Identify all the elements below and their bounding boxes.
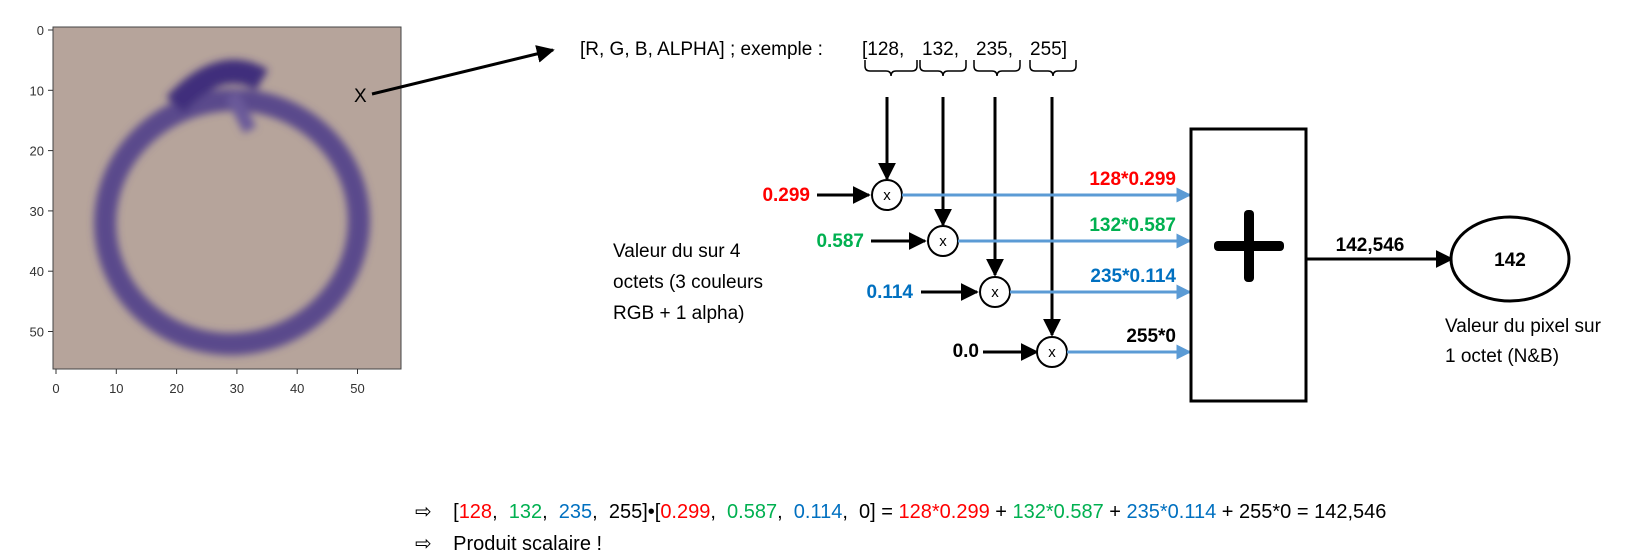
side-note-line-1: Valeur du sur 4 <box>613 241 741 262</box>
x-tick-label: 0 <box>52 381 59 396</box>
svg-text:x: x <box>1048 344 1056 361</box>
value-feed-arrows <box>878 97 1061 337</box>
formula-segment: 0.299 <box>660 501 711 523</box>
y-tick-label: 10 <box>30 83 44 98</box>
y-tick-label: 50 <box>30 325 44 340</box>
formula-expression: [128, 132, 235, 255]•[0.299, 0.587, 0.11… <box>453 501 1386 523</box>
multiplier-b: x <box>979 276 1011 308</box>
x-tick-label: 40 <box>290 381 304 396</box>
formula-segment: , 0] = <box>842 501 899 523</box>
side-note-line-3: RGB + 1 alpha) <box>613 303 745 324</box>
formula-segment: , <box>710 501 728 523</box>
dot-product-caption: ⇨ Produit scalaire ! <box>404 508 602 556</box>
product-r: 128*0.299 <box>1089 169 1176 190</box>
x-tick-label: 50 <box>350 381 364 396</box>
y-tick-label: 20 <box>30 144 44 159</box>
product-b: 235*0.114 <box>1090 266 1176 287</box>
side-note-line-2: octets (3 couleurs <box>613 272 763 293</box>
result-note-line-2: 1 octet (N&B) <box>1445 346 1559 367</box>
rgba-value-b: 235, <box>976 39 1013 60</box>
result-node <box>1449 215 1571 303</box>
y-tick-label: 0 <box>37 23 44 38</box>
formula-segment: 235 <box>558 501 593 523</box>
rgba-value-a: 255] <box>1030 39 1067 60</box>
formula-segment: , <box>492 501 509 523</box>
pixel-pointer-arrow <box>371 45 555 96</box>
arrow-icon: ⇨ <box>415 499 432 523</box>
formula-segment: 128*0.299 <box>898 501 990 523</box>
multiplier-alpha: x <box>1036 336 1068 368</box>
formula-segment: , <box>777 501 794 523</box>
coefficient-arrows <box>817 186 1039 361</box>
x-tick-label: 30 <box>230 381 244 396</box>
rgba-value-r: [128, <box>862 39 904 60</box>
x-tick-label: 20 <box>169 381 183 396</box>
result-value: 142 <box>1494 250 1526 271</box>
sum-value: 142,546 <box>1336 235 1405 256</box>
y-tick-label: 40 <box>30 264 44 279</box>
diagram-canvas: 0 10 20 30 40 50 0 10 20 30 40 50 X [R, G, B, ALPH… <box>30 23 1602 403</box>
coefficient-b: 0.114 <box>867 282 914 303</box>
coefficient-g: 0.587 <box>816 231 864 252</box>
product-wires <box>902 187 1192 360</box>
formula-segment: + 255*0 = 142,546 <box>1216 501 1387 523</box>
arrow-icon: ⇨ <box>415 531 432 555</box>
product-g: 132*0.587 <box>1089 215 1176 236</box>
formula-segment: 128 <box>458 501 493 523</box>
y-axis-ticks: 0 10 20 30 40 50 <box>30 23 53 340</box>
svg-text:x: x <box>939 233 947 250</box>
formula-segment: 132 <box>508 501 543 523</box>
product-alpha: 255*0 <box>1126 326 1176 347</box>
formula-caption: Produit scalaire ! <box>453 533 603 555</box>
formula-segment: 0.587 <box>727 501 778 523</box>
x-tick-label: 10 <box>109 381 123 396</box>
digit-stroke <box>94 59 370 356</box>
coefficient-r: 0.299 <box>762 185 810 206</box>
formula-segment: [ <box>453 501 459 523</box>
dot-product-formula: ⇨ [128, 132, 235, 255]•[0.299, 0.587, 0.1… <box>404 476 1386 524</box>
value-braces <box>864 60 1077 77</box>
y-tick-label: 30 <box>30 204 44 219</box>
formula-segment: , 255]•[ <box>592 501 661 523</box>
rgba-prefix: [R, G, B, ALPHA] ; exemple : <box>580 39 823 60</box>
rgba-value-g: 132, <box>922 39 959 60</box>
x-axis-ticks: 0 10 20 30 40 50 <box>52 369 365 396</box>
formula-segment: 0.114 <box>793 501 843 523</box>
result-note-line-1: Valeur du pixel sur <box>1445 316 1602 337</box>
formula-segment: , <box>542 501 559 523</box>
plus-icon <box>1214 210 1284 282</box>
svg-text:x: x <box>883 187 891 204</box>
multiplier-g: x <box>927 225 959 257</box>
formula-segment: + <box>1103 501 1127 523</box>
formula-segment: 132*0.587 <box>1012 501 1104 523</box>
formula-segment: + <box>989 501 1013 523</box>
coefficient-alpha: 0.0 <box>953 341 979 362</box>
multiplier-r: x <box>871 179 903 211</box>
pixel-marker: X <box>354 86 367 107</box>
svg-text:x: x <box>991 284 999 301</box>
formula-segment: 235*0.114 <box>1126 501 1217 523</box>
digit-image-plot: 0 10 20 30 40 50 0 10 20 30 40 50 <box>30 23 402 396</box>
